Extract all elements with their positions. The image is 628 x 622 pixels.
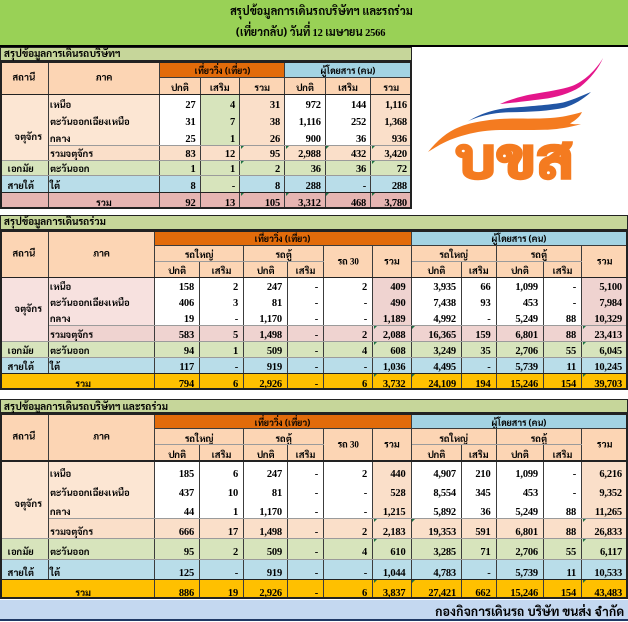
svg-text:บขส: บขส	[456, 119, 574, 193]
